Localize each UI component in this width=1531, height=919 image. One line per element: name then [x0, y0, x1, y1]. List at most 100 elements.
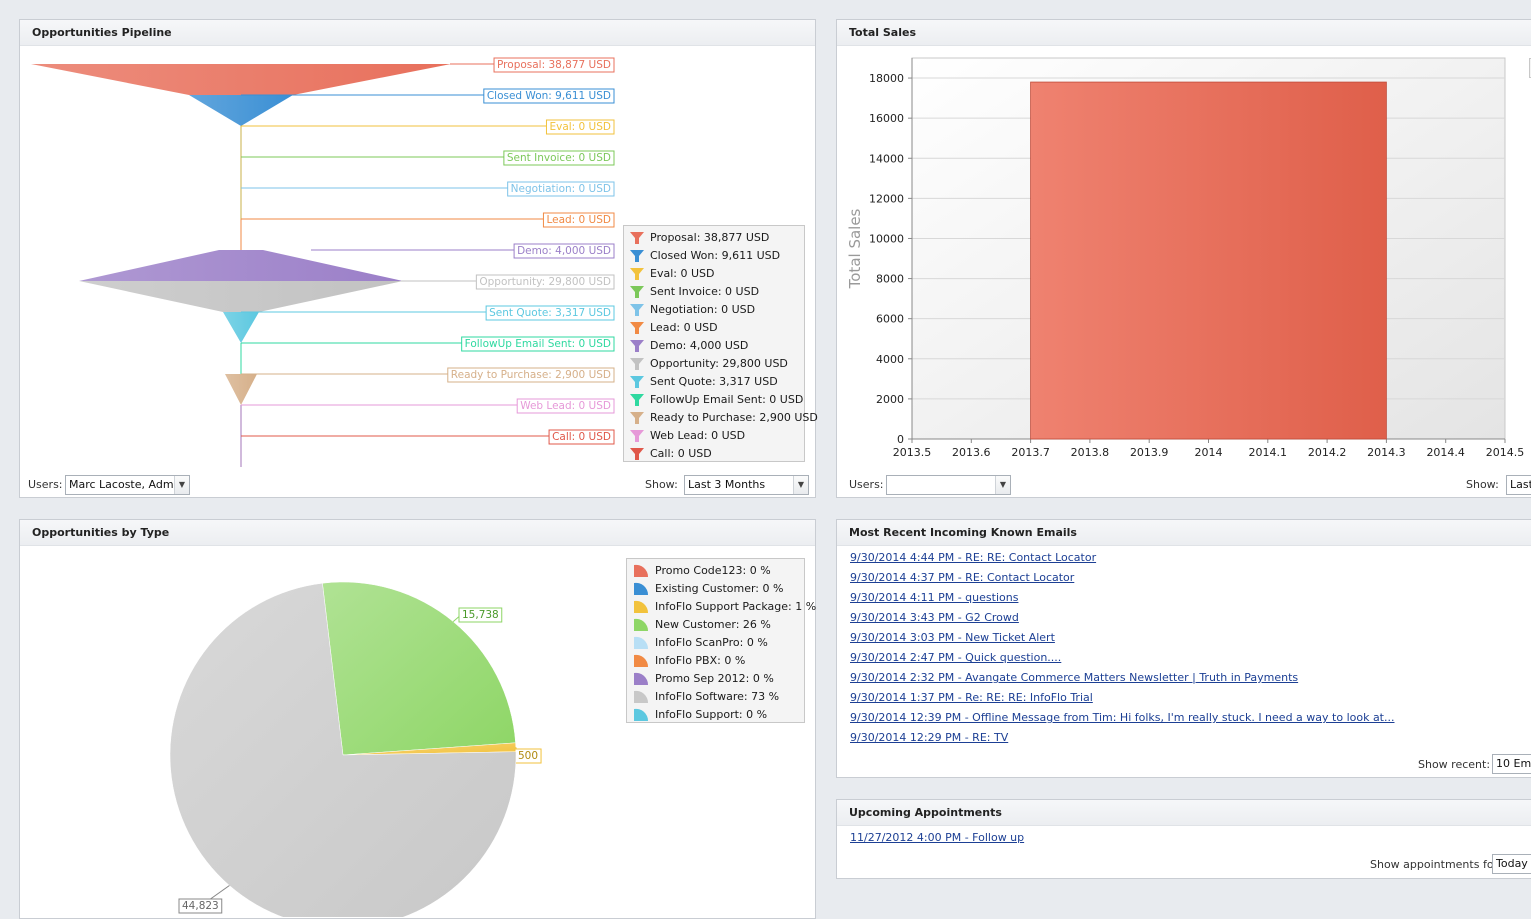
legend-item: InfoFlo PBX: 0 % — [632, 652, 800, 670]
funnel-stage-label: Ready to Purchase: 2,900 USD — [451, 369, 611, 381]
email-link[interactable]: 9/30/2014 3:03 PM - New Ticket Alert — [850, 631, 1055, 644]
x-tick-label: 2014.3 — [1367, 446, 1406, 459]
legend-item: Proposal: 38,877 USD — [629, 229, 800, 247]
email-link[interactable]: 9/30/2014 4:11 PM - questions — [850, 591, 1019, 604]
pie-slice-legend-icon — [634, 708, 649, 721]
sales-bar — [1030, 81, 1387, 440]
pipeline-users-select[interactable]: Marc Lacoste, Adm... ▼ — [65, 475, 190, 495]
email-link[interactable]: 9/30/2014 4:37 PM - RE: Contact Locator — [850, 571, 1075, 584]
funnel-label-box — [483, 88, 615, 104]
pie-slice-legend-icon — [634, 600, 649, 613]
pie-slice-legend-icon — [634, 672, 649, 685]
y-tick-label: 6000 — [876, 313, 904, 326]
funnel-label-box — [447, 367, 615, 383]
legend-item: Ready to Purchase: 2,900 USD — [629, 409, 818, 427]
chevron-down-icon[interactable]: ▼ — [995, 476, 1010, 494]
legend-item: Promo Code123: 0 % — [632, 562, 800, 580]
x-tick-label: 2014.5 — [1486, 446, 1525, 459]
y-tick-label: 14000 — [869, 152, 904, 165]
sales-show-select[interactable]: Last — [1506, 475, 1531, 495]
legend-item: Promo Sep 2012: 0 % — [632, 670, 800, 688]
sales-show-label: Show: — [1466, 478, 1499, 491]
legend-label: Sent Invoice: 0 USD — [650, 285, 760, 298]
show-recent-select[interactable]: 10 Emai — [1492, 754, 1531, 774]
legend-label: FollowUp Email Sent: 0 USD — [650, 393, 804, 406]
legend-label: Demo: 4,000 USD — [650, 339, 749, 352]
email-link[interactable]: 9/30/2014 3:43 PM - G2 Crowd — [850, 611, 1019, 624]
legend-item: Negotiation: 0 USD — [629, 301, 800, 319]
pie-slice — [169, 582, 517, 917]
legend-item: Opportunity: 29,800 USD — [629, 355, 800, 373]
funnel-label-box — [493, 57, 615, 73]
legend-item: Existing Customer: 0 % — [632, 580, 800, 598]
pipeline-title: Opportunities Pipeline — [20, 20, 815, 46]
x-tick-label: 2013.5 — [893, 446, 932, 459]
legend-label: InfoFlo ScanPro: 0 % — [655, 636, 768, 649]
pie-slice-legend-icon — [634, 618, 649, 631]
legend-item: InfoFlo Support Package: 1 % — [632, 598, 816, 616]
legend-label: Promo Sep 2012: 0 % — [655, 672, 774, 685]
email-list: 9/30/2014 4:44 PM - RE: RE: Contact Loca… — [850, 548, 1395, 748]
pie-slice-legend-icon — [634, 582, 649, 595]
funnel-label-box — [513, 243, 615, 259]
funnel-stage-label: Sent Invoice: 0 USD — [507, 152, 611, 164]
email-link[interactable]: 9/30/2014 1:37 PM - Re: RE: RE: InfoFlo … — [850, 691, 1093, 704]
legend-label: Ready to Purchase: 2,900 USD — [650, 411, 818, 424]
funnel-stage-label: Eval: 0 USD — [549, 121, 611, 133]
legend-label: Existing Customer: 0 % — [655, 582, 784, 595]
funnel-segment — [79, 250, 403, 281]
pie-label-box — [458, 607, 503, 623]
by-type-title: Opportunities by Type — [20, 520, 815, 546]
emails-title: Most Recent Incoming Known Emails — [837, 520, 1531, 546]
x-tick-label: 2013.9 — [1130, 446, 1169, 459]
email-link[interactable]: 9/30/2014 4:44 PM - RE: RE: Contact Loca… — [850, 551, 1097, 564]
chevron-down-icon[interactable]: ▼ — [174, 476, 189, 494]
show-appointments-select[interactable]: Today — [1492, 854, 1531, 874]
funnel-segment — [31, 64, 451, 95]
total-sales-title: Total Sales — [837, 20, 1531, 46]
pipeline-legend: Proposal: 38,877 USD Closed Won: 9,611 US… — [623, 225, 818, 463]
funnel-legend-icon — [630, 322, 644, 334]
email-link[interactable]: 9/30/2014 12:29 PM - RE: TV — [850, 731, 1009, 744]
legend-label: Proposal: 38,877 USD — [650, 231, 770, 244]
pie-slice-legend-icon — [634, 654, 649, 667]
appointment-link[interactable]: 11/27/2012 4:00 PM - Follow up — [850, 831, 1025, 844]
funnel-legend-icon — [630, 358, 644, 370]
legend-item: Eval: 0 USD — [629, 265, 800, 283]
funnel-segment — [225, 374, 257, 405]
legend-item: Web Lead: 0 USD — [629, 427, 800, 445]
funnel-stage-label: Opportunity: 29,800 USD — [479, 276, 611, 288]
funnel-stage-label: Proposal: 38,877 USD — [497, 59, 611, 71]
legend-label: InfoFlo PBX: 0 % — [655, 654, 746, 667]
pie-value-label: 15,738 — [462, 609, 499, 621]
legend-label: New Customer: 26 % — [655, 618, 771, 631]
sales-users-select[interactable]: ▼ — [886, 475, 1011, 495]
email-link[interactable]: 9/30/2014 2:47 PM - Quick question.... — [850, 651, 1062, 664]
pipeline-users-label: Users: — [28, 478, 63, 491]
email-link[interactable]: 9/30/2014 12:39 PM - Offline Message fro… — [850, 711, 1395, 724]
legend-item: Sent Quote: 3,317 USD — [629, 373, 800, 391]
funnel-stage-label: FollowUp Email Sent: 0 USD — [465, 338, 611, 350]
funnel-legend-icon — [630, 250, 644, 262]
appointments-title: Upcoming Appointments — [837, 800, 1531, 826]
funnel-label-box — [545, 119, 615, 135]
funnel-stage-label: Lead: 0 USD — [546, 214, 611, 226]
legend-label: Eval: 0 USD — [650, 267, 715, 280]
funnel-legend-icon — [630, 304, 644, 316]
legend-item: InfoFlo Software: 73 % — [632, 688, 800, 706]
y-tick-label: 12000 — [869, 192, 904, 205]
funnel-stage-label: Web Lead: 0 USD — [520, 400, 611, 412]
funnel-stage-label: Demo: 4,000 USD — [517, 245, 611, 257]
sales-users-label: Users: — [849, 478, 884, 491]
chevron-down-icon[interactable]: ▼ — [793, 476, 808, 494]
email-link[interactable]: 9/30/2014 2:32 PM - Avangate Commerce Ma… — [850, 671, 1299, 684]
legend-item: Call: 0 USD — [629, 445, 800, 463]
pipeline-show-select[interactable]: Last 3 Months ▼ — [684, 475, 809, 495]
x-tick-label: 2014 — [1195, 446, 1223, 459]
x-tick-label: 2013.7 — [1011, 446, 1050, 459]
legend-label: Promo Code123: 0 % — [655, 564, 771, 577]
pie-slice-legend-icon — [634, 636, 649, 649]
funnel-label-box — [516, 398, 615, 414]
legend-label: InfoFlo Support Package: 1 % — [655, 600, 817, 613]
funnel-segment — [223, 312, 259, 343]
